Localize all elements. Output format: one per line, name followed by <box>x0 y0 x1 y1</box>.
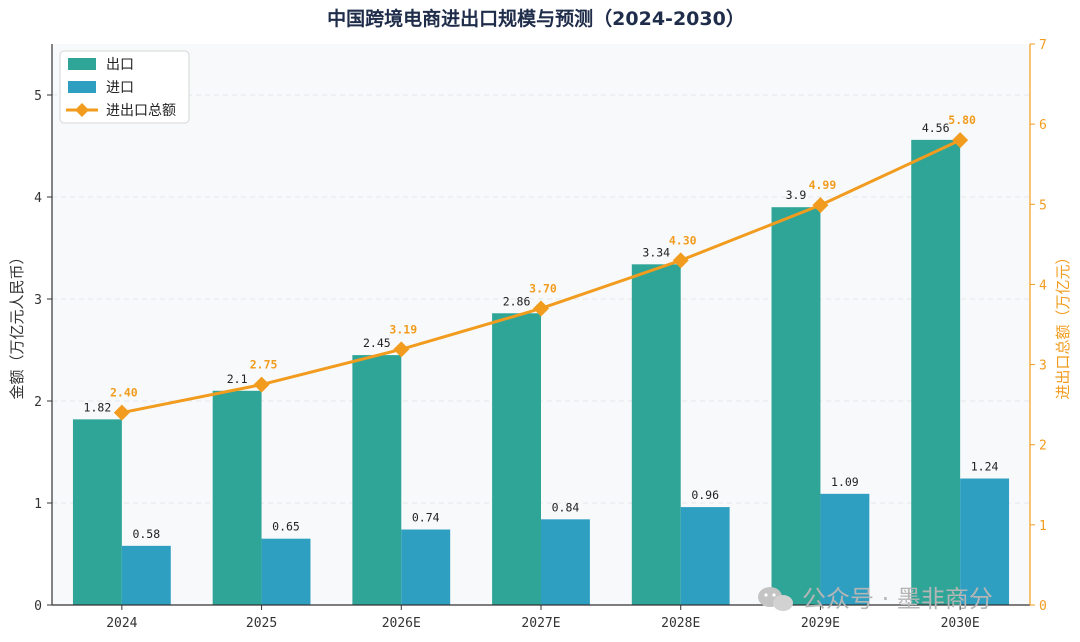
bar-export <box>911 139 961 605</box>
watermark: 公众号 · 墨非商分 <box>758 585 993 613</box>
y2-tick-label: 7 <box>1039 38 1047 53</box>
x-tick-label: 2026E <box>382 616 421 631</box>
total-point <box>812 197 829 214</box>
total-label: 4.99 <box>809 178 837 192</box>
total-point <box>952 132 969 149</box>
bar-label-export: 3.9 <box>786 188 807 202</box>
bar-label-export: 3.34 <box>642 245 670 259</box>
total-point <box>672 252 689 269</box>
total-label: 3.70 <box>529 281 557 295</box>
bars <box>72 139 1010 605</box>
y-tick-label: 2 <box>34 395 42 410</box>
y2-tick-label: 6 <box>1039 118 1047 133</box>
bar-import <box>121 545 171 605</box>
wechat-icon <box>758 587 793 611</box>
axes: 0 1 2 3 4 5 0 1 2 3 4 5 6 7 2024 2025 2026E 2027E 2028E 202… <box>34 38 1047 631</box>
legend-label: 进出口总额 <box>106 103 176 119</box>
y2-tick-label: 5 <box>1039 198 1047 213</box>
bar-label-export: 4.56 <box>922 121 950 135</box>
bar-import <box>541 519 590 605</box>
bar-import <box>261 538 311 605</box>
data-labels: 1.82 0.58 2.1 0.65 2.45 0.74 2.86 0.84 3.34 0.96 3… <box>84 113 999 541</box>
bar-label-export: 2.1 <box>227 372 248 386</box>
y2-tick-label: 2 <box>1039 439 1047 454</box>
x-tick-label: 2030E <box>941 616 980 631</box>
bar-label-import: 0.84 <box>552 500 580 514</box>
y2-tick-label: 0 <box>1039 599 1047 614</box>
y-tick-label: 0 <box>34 599 42 614</box>
y-tick-label: 1 <box>34 497 42 512</box>
total-label: 3.19 <box>389 322 417 336</box>
bar-label-export: 1.82 <box>84 400 112 414</box>
total-label: 4.30 <box>669 233 697 247</box>
legend-label: 进口 <box>106 80 134 96</box>
bar-import <box>680 507 730 605</box>
bar-label-import: 0.96 <box>691 488 719 502</box>
total-point <box>533 300 549 317</box>
total-point <box>253 376 270 393</box>
total-label: 2.75 <box>250 358 278 372</box>
legend-swatch <box>68 81 96 93</box>
x-tick-label: 2029E <box>801 616 840 631</box>
y2-tick-label: 4 <box>1039 278 1047 293</box>
y-tick-label: 4 <box>34 191 42 206</box>
watermark-text: 公众号 · 墨非商分 <box>802 585 993 613</box>
bar-export <box>72 419 122 605</box>
total-line <box>113 132 969 421</box>
y-tick-label: 3 <box>34 293 42 308</box>
legend-swatch <box>68 58 96 70</box>
bar-label-import: 0.65 <box>272 520 300 534</box>
x-tick-label: 2024 <box>106 616 137 631</box>
x-tick-label: 2028E <box>661 616 700 631</box>
bar-label-import: 0.58 <box>132 527 160 541</box>
x-tick-label: 2027E <box>521 616 560 631</box>
total-label: 5.80 <box>948 113 976 127</box>
bar-label-export: 2.45 <box>363 336 391 350</box>
bar-label-import: 1.09 <box>831 475 859 489</box>
bar-import <box>960 478 1010 605</box>
bar-import <box>820 493 870 605</box>
bar-export <box>352 355 402 605</box>
total-label: 2.40 <box>110 386 138 400</box>
legend-label: 出口 <box>106 57 134 73</box>
total-point <box>113 404 130 421</box>
chart-title: 中国跨境电商进出口规模与预测（2024-2030） <box>327 7 745 30</box>
bar-label-import: 0.74 <box>412 511 440 525</box>
bar-export <box>492 313 541 605</box>
y-axis-label: 金额（万亿元人民币） <box>8 249 26 399</box>
y2-tick-label: 3 <box>1039 359 1047 374</box>
y-tick-label: 5 <box>34 89 42 104</box>
bar-export <box>771 207 821 605</box>
bar-label-export: 2.86 <box>503 294 531 308</box>
y2-axis-label: 进出口总额（万亿元） <box>1054 249 1072 399</box>
total-point <box>393 341 410 358</box>
bar-export <box>212 390 262 605</box>
y2-tick-label: 1 <box>1039 519 1047 534</box>
x-tick-label: 2025 <box>246 616 277 631</box>
bar-import <box>401 529 451 605</box>
bar-export <box>631 264 681 605</box>
legend-diamond <box>75 103 89 117</box>
bar-label-import: 1.24 <box>971 460 999 474</box>
